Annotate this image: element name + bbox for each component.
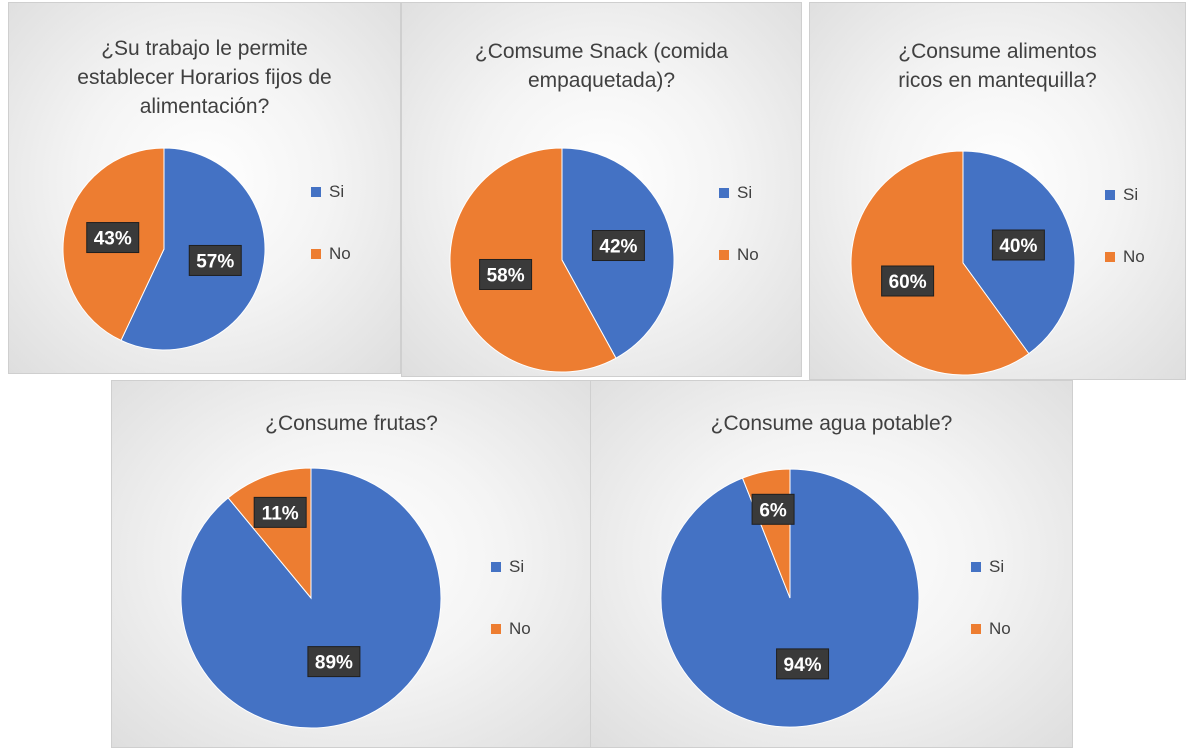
data-label-text: 89% xyxy=(315,653,353,674)
pie-chart: 94% 6% xyxy=(660,468,920,728)
chart-title: ¿Comsume Snack (comida empaquetada)? xyxy=(402,37,801,95)
legend-label: Si xyxy=(509,557,525,576)
chart-title-line: establecer Horarios fijos de xyxy=(77,66,332,89)
data-label-text: 94% xyxy=(784,655,822,676)
legend-item-no: No xyxy=(491,618,531,640)
data-label: 43% xyxy=(86,222,140,254)
chart-title-line: ¿Consume agua potable? xyxy=(710,412,953,435)
legend-item-no: No xyxy=(971,618,1011,640)
data-label-box xyxy=(479,258,533,290)
chart-title-line: ¿Consume frutas? xyxy=(265,412,438,435)
legend-swatch xyxy=(491,562,501,572)
data-label-box xyxy=(188,244,242,276)
legend-item-no: No xyxy=(1105,246,1145,268)
data-label-text: 11% xyxy=(262,503,299,524)
legend-swatch xyxy=(311,187,321,197)
chart-title-line: ¿Consume alimentos xyxy=(898,40,1097,63)
chart-legend: Si No xyxy=(719,182,759,266)
data-label-box xyxy=(776,648,830,680)
chart-title: ¿Consume alimentos ricos en mantequilla? xyxy=(810,37,1185,95)
pie-slice-no xyxy=(850,150,1030,376)
legend-swatch xyxy=(719,188,729,198)
data-label-text: 42% xyxy=(599,237,637,258)
legend-swatch xyxy=(719,250,729,260)
legend-item-si: Si xyxy=(311,181,351,203)
legend-item-si: Si xyxy=(971,556,1011,578)
chart-title: ¿Su trabajo le permite establecer Horario… xyxy=(9,34,400,121)
data-label-text: 60% xyxy=(889,272,927,293)
chart-title-line: empaquetada)? xyxy=(527,69,676,92)
data-label-box xyxy=(881,265,935,297)
data-label-text: 6% xyxy=(759,500,787,521)
chart-panel: ¿Consume frutas? 89% 11% Si No xyxy=(111,380,592,748)
chart-panel: ¿Comsume Snack (comida empaquetada)? 42% 58… xyxy=(401,2,802,377)
data-label-text: 43% xyxy=(94,229,132,250)
pie-chart: 40% 60% xyxy=(850,150,1076,376)
chart-title-line: ricos en mantequilla? xyxy=(898,69,1097,92)
data-label-box xyxy=(991,229,1045,261)
data-label: 94% xyxy=(776,648,830,680)
legend-label: Si xyxy=(1123,185,1139,204)
chart-title: ¿Consume agua potable? xyxy=(591,409,1072,438)
chart-title-line: alimentación? xyxy=(139,95,270,118)
data-label: 57% xyxy=(188,244,242,276)
legend-swatch xyxy=(971,562,981,572)
chart-panel: ¿Consume alimentos ricos en mantequilla? 4… xyxy=(809,2,1186,380)
legend-swatch xyxy=(491,624,501,634)
legend-label: No xyxy=(1123,247,1145,266)
data-label-text: 57% xyxy=(196,251,234,272)
legend-label: Si xyxy=(329,182,345,201)
chart-legend: Si No xyxy=(1105,184,1145,268)
pie-chart: 57% 43% xyxy=(62,147,266,351)
legend-item-no: No xyxy=(719,244,759,266)
legend-item-si: Si xyxy=(491,556,531,578)
legend-label: No xyxy=(509,619,531,638)
legend-label: No xyxy=(329,244,351,263)
data-label-text: 40% xyxy=(999,236,1037,257)
data-label-box xyxy=(751,493,795,525)
data-label: 11% xyxy=(253,496,307,528)
data-label: 6% xyxy=(751,493,795,525)
chart-legend: Si No xyxy=(311,181,351,265)
data-label: 42% xyxy=(591,230,645,262)
chart-panel: ¿Su trabajo le permite establecer Horario… xyxy=(8,2,401,374)
legend-swatch xyxy=(971,624,981,634)
legend-label: No xyxy=(737,245,759,264)
legend-swatch xyxy=(1105,252,1115,262)
legend-label: Si xyxy=(737,183,753,202)
legend-item-si: Si xyxy=(1105,184,1145,206)
pie-slice-no xyxy=(449,147,617,373)
data-label-box xyxy=(86,222,140,254)
chart-legend: Si No xyxy=(491,556,531,640)
legend-item-si: Si xyxy=(719,182,759,204)
chart-legend: Si No xyxy=(971,556,1011,640)
legend-swatch xyxy=(311,249,321,259)
chart-title-line: ¿Su trabajo le permite xyxy=(101,37,308,60)
pie-chart: 42% 58% xyxy=(449,147,675,373)
data-label-text: 58% xyxy=(487,265,525,286)
data-label-box xyxy=(307,646,361,678)
chart-panel: ¿Consume agua potable? 94% 6% Si No xyxy=(590,380,1073,748)
data-label: 89% xyxy=(307,646,361,678)
pie-chart: 89% 11% xyxy=(180,467,442,729)
legend-label: Si xyxy=(989,557,1005,576)
chart-title: ¿Consume frutas? xyxy=(112,409,591,438)
legend-swatch xyxy=(1105,190,1115,200)
legend-label: No xyxy=(989,619,1011,638)
data-label-box xyxy=(591,230,645,262)
data-label: 40% xyxy=(991,229,1045,261)
chart-title-line: ¿Comsume Snack (comida xyxy=(474,40,729,63)
legend-item-no: No xyxy=(311,243,351,265)
data-label-box xyxy=(253,496,307,528)
data-label: 58% xyxy=(479,258,533,290)
data-label: 60% xyxy=(881,265,935,297)
